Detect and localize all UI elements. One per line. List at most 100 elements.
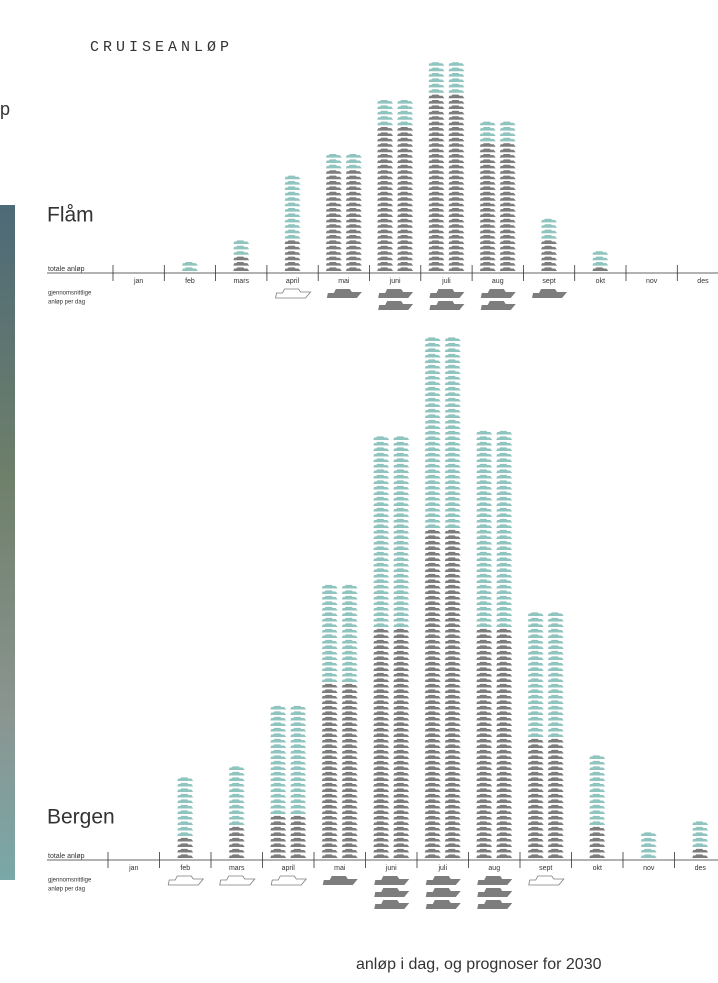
ship-icon — [424, 810, 441, 814]
ship-icon — [424, 628, 441, 633]
ship-icon — [373, 601, 390, 605]
ship-icon — [397, 154, 414, 158]
ship-icon — [373, 595, 390, 600]
ship-icon — [290, 793, 307, 798]
ship-icon — [547, 799, 564, 803]
ship-icon — [270, 826, 287, 831]
ship-icon — [290, 705, 307, 710]
ship-icon — [547, 782, 564, 787]
ship-icon — [541, 224, 558, 228]
ship-icon — [290, 738, 307, 743]
ship-icon — [479, 262, 496, 266]
ship-icon — [589, 771, 606, 776]
ship-icon — [177, 837, 194, 842]
ship-icon — [527, 755, 544, 759]
ship-icon — [424, 727, 441, 732]
ship-icon — [444, 727, 461, 732]
ship-icon — [476, 694, 493, 699]
ship-icon — [424, 711, 441, 715]
ship-icon — [547, 650, 564, 655]
ship-icon — [527, 771, 544, 776]
ship-icon — [428, 62, 445, 66]
ship-icon — [290, 722, 307, 726]
ship-icon — [228, 810, 245, 814]
ship-icon — [527, 815, 544, 820]
ship-icon — [341, 584, 358, 589]
ship-icon — [527, 788, 544, 792]
ship-icon — [177, 799, 194, 803]
ship-icon — [444, 804, 461, 809]
icon-stack — [589, 826, 606, 858]
ship-icon — [393, 722, 410, 726]
ship-icon — [424, 403, 441, 407]
ship-icon — [592, 251, 609, 255]
ship-icon — [341, 656, 358, 660]
ship-icon — [444, 447, 461, 451]
ship-icon — [284, 181, 301, 185]
ship-icon — [476, 700, 493, 704]
ship-icon — [393, 738, 410, 743]
ship-icon — [397, 251, 414, 255]
per-day-label: anløp per dag — [48, 887, 85, 893]
ship-icon — [393, 826, 410, 831]
ship-icon — [527, 661, 544, 666]
chart-title: Flåm — [47, 204, 94, 227]
ship-icon — [444, 579, 461, 583]
ship-icon — [527, 777, 544, 781]
ship-icon — [589, 832, 606, 836]
ship-icon — [373, 606, 390, 611]
ship-icon — [444, 749, 461, 754]
ship-icon — [345, 154, 362, 158]
ship-icon — [270, 705, 287, 710]
ship-icon — [393, 799, 410, 803]
ship-icon — [393, 518, 410, 523]
ship-icon — [476, 727, 493, 732]
month-label: juli — [441, 278, 451, 285]
ship-icon — [444, 485, 461, 490]
ship-icon — [393, 689, 410, 693]
ship-icon — [373, 782, 390, 787]
ship-icon — [444, 551, 461, 556]
ship-icon — [284, 267, 301, 271]
ship-icon — [341, 595, 358, 600]
ship-icon — [393, 832, 410, 836]
ship-icon — [476, 810, 493, 814]
ship-icon — [321, 683, 338, 688]
ship-icon — [341, 645, 358, 649]
ship-icon — [589, 854, 606, 858]
ship-icon — [341, 777, 358, 781]
ship-icon — [476, 722, 493, 726]
ship-icon — [444, 694, 461, 699]
ship-icon — [444, 491, 461, 495]
day-ship — [167, 875, 205, 886]
ship-icon — [373, 832, 390, 836]
ship-icon — [373, 551, 390, 556]
ship-icon — [547, 612, 564, 616]
ship-icon — [393, 760, 410, 765]
ship-icon — [373, 557, 390, 561]
ship-icon — [424, 606, 441, 611]
ship-icon — [476, 826, 493, 831]
ship-icon — [496, 557, 513, 561]
ship-icon — [476, 661, 493, 666]
ship-icon — [373, 656, 390, 660]
ship-icon — [341, 601, 358, 605]
ship-icon — [393, 469, 410, 473]
ship-icon — [496, 639, 513, 644]
ship-icon — [373, 447, 390, 451]
ship-icon — [424, 546, 441, 550]
ship-icon — [527, 650, 544, 655]
ships-per-day — [532, 289, 568, 298]
ship-icon — [476, 777, 493, 781]
ship-icon — [290, 799, 307, 803]
ship-icon — [393, 595, 410, 600]
ship-icon — [397, 143, 414, 147]
ship-icon — [496, 469, 513, 473]
ship-icon — [341, 683, 358, 688]
ship-icon — [476, 507, 493, 512]
ship-icon — [345, 262, 362, 266]
ship-icon — [397, 213, 414, 217]
ship-icon — [321, 700, 338, 704]
ship-icon — [444, 678, 461, 682]
ship-icon — [341, 711, 358, 715]
